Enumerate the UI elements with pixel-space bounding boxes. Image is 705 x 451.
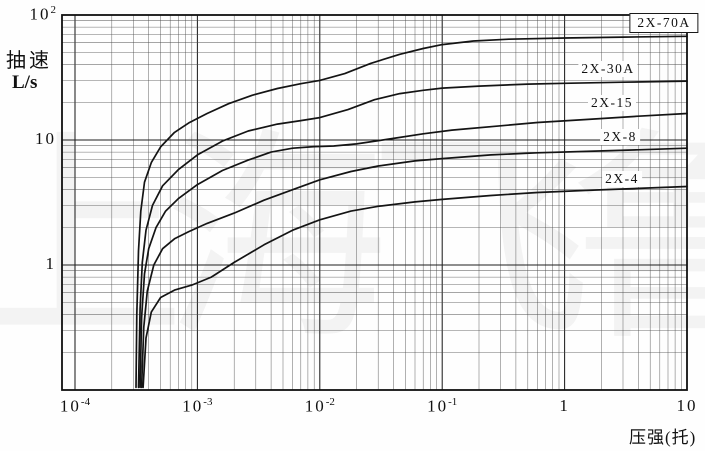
x-tick-label: 10-3	[182, 396, 213, 416]
x-tick-label: 10	[676, 396, 698, 415]
x-tick-label: 1	[559, 396, 570, 415]
x-tick-label: 10-2	[304, 396, 335, 416]
y-axis-title-line1: 抽速	[6, 50, 52, 72]
curve-label-2x-4: 2X-4	[602, 171, 642, 187]
curve-label-2x-30a: 2X-30A	[578, 61, 638, 77]
x-axis-title: 压强(托)	[629, 428, 697, 447]
curve-label-2x-15: 2X-15	[588, 95, 636, 111]
curve-label-2x-70a: 2X-70A	[629, 13, 699, 33]
curve-2x-15	[139, 112, 688, 389]
x-tick-label: 10-4	[59, 396, 91, 416]
curve-2x-8	[140, 147, 688, 389]
y-tick-label: 10	[35, 129, 56, 148]
curve-2x-70a	[135, 35, 688, 389]
x-tick-label: 10-1	[427, 396, 458, 416]
curve-label-2x-8: 2X-8	[600, 129, 640, 145]
y-tick-label: 1	[45, 254, 56, 273]
curve-2x-30a	[137, 80, 688, 389]
y-axis-title-line2: L/s	[12, 72, 38, 93]
y-tick-label: 102	[29, 4, 57, 24]
plot-frame	[61, 14, 688, 391]
curve-2x-4	[142, 185, 688, 389]
